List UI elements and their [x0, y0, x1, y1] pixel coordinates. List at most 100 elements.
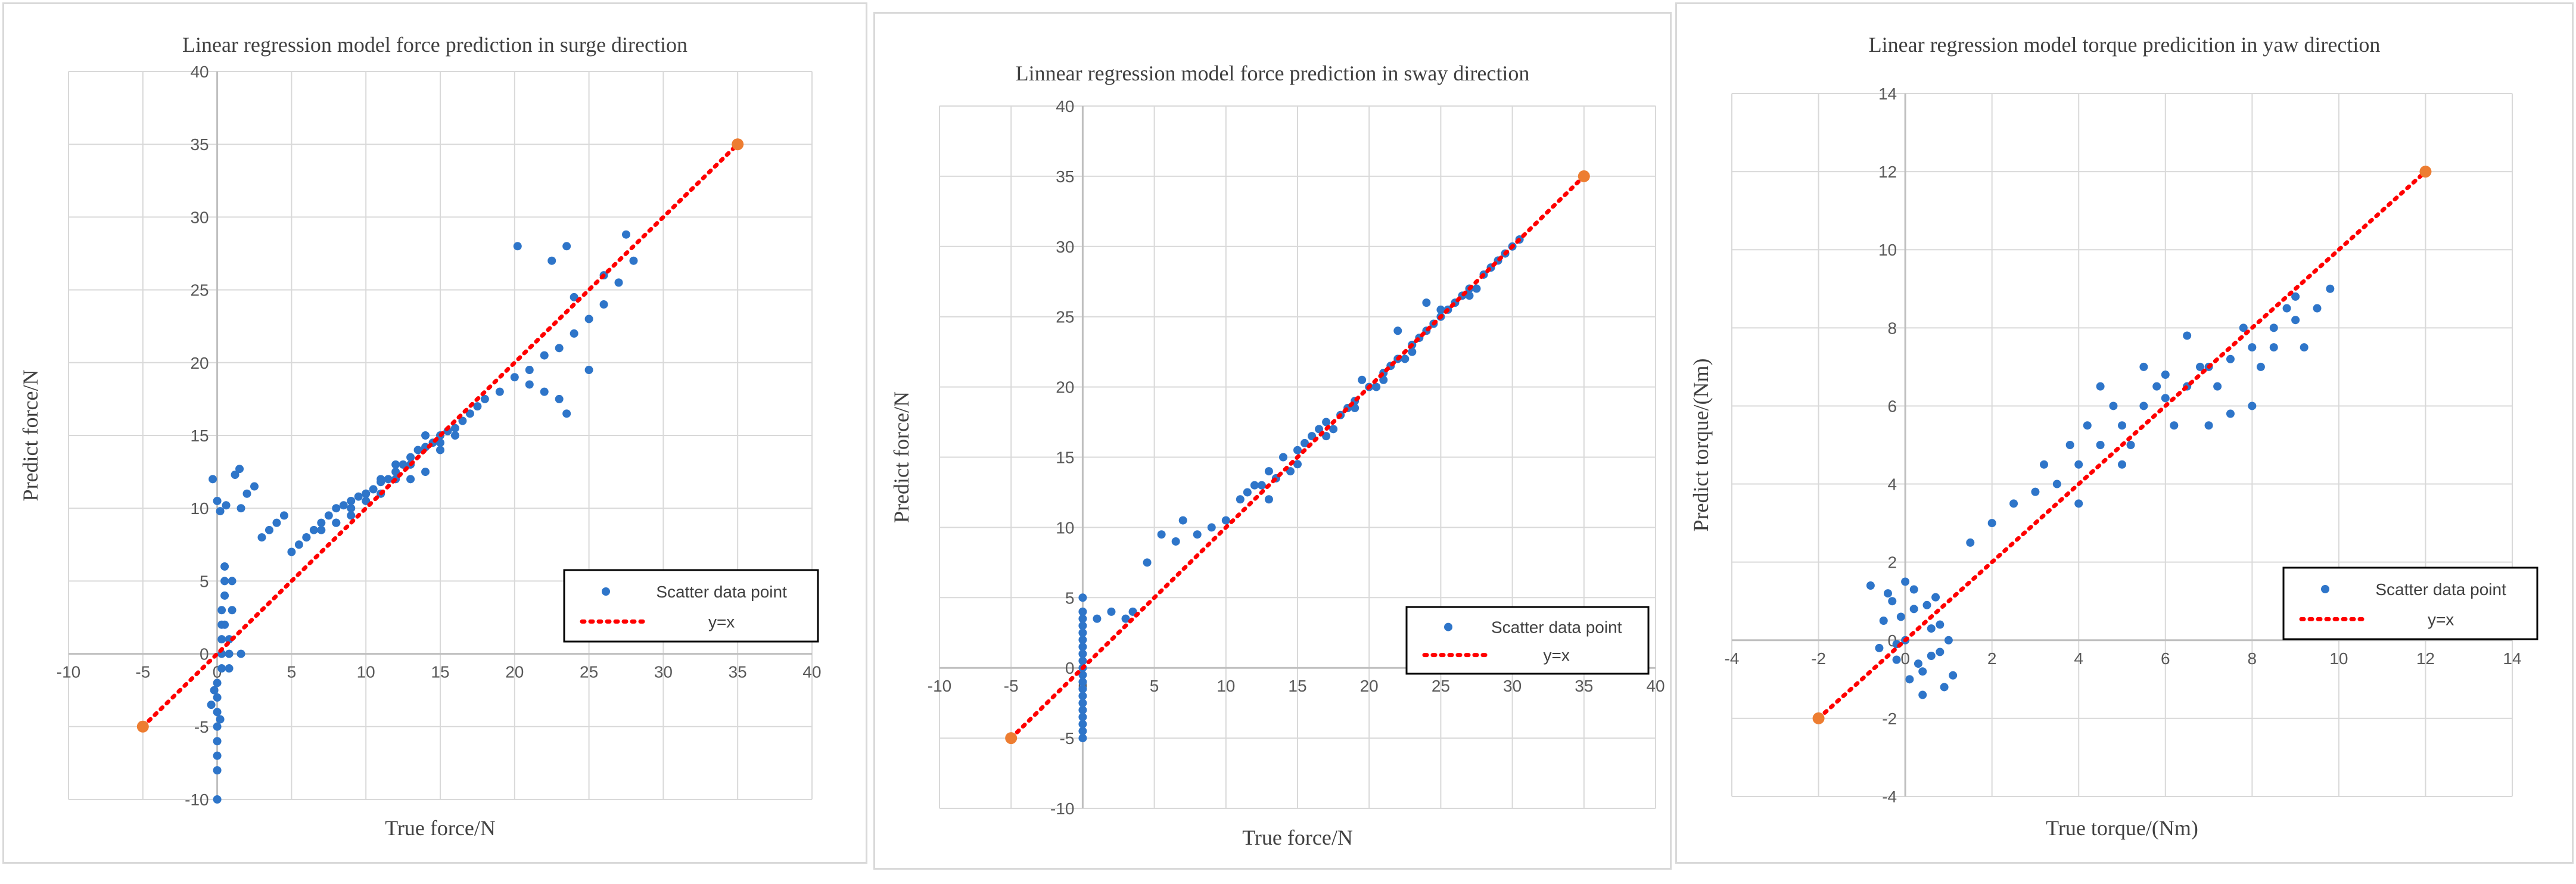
scatter-point [213, 693, 222, 702]
scatter-point [1107, 607, 1116, 616]
scatter-point [1243, 488, 1252, 497]
scatter-point [339, 501, 348, 510]
scatter-point [220, 620, 229, 629]
scatter-point [458, 416, 467, 425]
scatter-point [213, 751, 222, 760]
chart-title: Linnear regression model force predictio… [1016, 61, 1530, 85]
scatter-point [1875, 643, 1884, 652]
scatter-point [1078, 636, 1087, 645]
x-tick-label: 5 [287, 663, 297, 681]
scatter-point [629, 256, 638, 265]
x-tick-label: 6 [2161, 649, 2170, 668]
legend: Scatter data point y=x [1405, 606, 1650, 675]
x-tick-label: 20 [505, 663, 524, 681]
x-tick-label: -10 [57, 663, 80, 681]
scatter-point [354, 492, 363, 501]
scatter-point [332, 518, 341, 527]
scatter-point [2313, 304, 2322, 313]
scatter-point [216, 715, 225, 724]
scatter-point [1949, 671, 1958, 680]
scatter-point [1944, 636, 1953, 645]
x-tick-label: 35 [1575, 677, 1593, 695]
legend-box [1405, 606, 1650, 675]
scatter-point [1408, 347, 1417, 356]
scatter-point [1909, 585, 1918, 594]
scatter-point [562, 242, 571, 251]
identity-line-start-marker [1812, 712, 1825, 724]
scatter-point [547, 256, 556, 265]
scatter-point [450, 431, 459, 440]
y-tick-label: 4 [1888, 475, 1897, 494]
scatter-point [1221, 516, 1230, 525]
scatter-point [1927, 652, 1936, 660]
scatter-point [2269, 323, 2278, 332]
scatter-point [1436, 305, 1445, 314]
x-tick-label: -5 [1004, 677, 1019, 695]
scatter-point [1472, 284, 1481, 293]
scatter-point [2213, 382, 2222, 391]
scatter-point [231, 470, 239, 479]
scatter-point [2226, 409, 2235, 418]
scatter-point [362, 496, 371, 505]
x-tick-label: 10 [1217, 677, 1235, 695]
scatter-point [473, 402, 482, 411]
scatter-point [1905, 675, 1914, 684]
chart-panel-surge: Linear regression model force prediction… [2, 2, 867, 864]
scatter-point [2183, 331, 2192, 340]
legend-box [563, 569, 819, 643]
legend-marker-scatter [602, 587, 610, 596]
scatter-point [347, 511, 356, 520]
legend: Scatter data point y=x [2282, 566, 2538, 640]
scatter-point [2009, 499, 2018, 508]
x-tick-label: 25 [1432, 677, 1450, 695]
scatter-point [1078, 705, 1087, 714]
scatter-point [2248, 401, 2257, 410]
scatter-point [2161, 371, 2170, 379]
y-tick-label: 25 [190, 281, 209, 300]
scatter-point [584, 315, 593, 323]
scatter-point [1301, 438, 1309, 447]
scatter-point [287, 547, 296, 556]
scatter-point [228, 577, 237, 586]
chart-panel-sway: Linnear regression model force predictio… [873, 12, 1672, 870]
scatter-point [210, 686, 219, 695]
y-tick-label: 25 [1056, 308, 1074, 326]
y-tick-label: 12 [1878, 163, 1897, 181]
x-tick-label: 15 [431, 663, 449, 681]
scatter-point [540, 387, 549, 396]
scatter-point [362, 489, 371, 498]
scatter-point [2052, 480, 2061, 488]
scatter-point [1250, 481, 1259, 490]
scatter-point [1358, 375, 1367, 384]
x-axis-label: True torque/(Nm) [2046, 816, 2198, 840]
scatter-point [1401, 354, 1410, 363]
scatter-point [570, 292, 578, 301]
scatter-point [217, 606, 226, 615]
scatter-point [1171, 537, 1180, 546]
scatter-point [317, 525, 326, 534]
scatter-point [622, 230, 630, 239]
scatter-point [525, 380, 534, 389]
scatter-point [1078, 677, 1087, 686]
scatter-point [2248, 343, 2257, 352]
scatter-point [213, 722, 222, 731]
scatter-point [1078, 684, 1087, 693]
y-tick-label: 14 [1878, 85, 1897, 103]
scatter-point [555, 394, 564, 403]
scatter-point [2096, 382, 2105, 391]
scatter-point [391, 460, 400, 469]
chart-surge: Linear regression model force prediction… [18, 33, 822, 840]
scatter-point [242, 489, 251, 498]
scatter-point [1078, 656, 1087, 665]
scatter-point [2126, 441, 2135, 449]
identity-line [1009, 174, 1586, 740]
scatter-point [272, 518, 281, 527]
x-tick-label: 25 [580, 663, 598, 681]
y-tick-label: 30 [190, 208, 209, 226]
scatter-point [1422, 298, 1431, 307]
x-tick-label: 40 [802, 663, 821, 681]
scatter-point [2226, 354, 2235, 363]
x-tick-label: 8 [2248, 649, 2257, 668]
scatter-point [235, 465, 244, 474]
scatter-point [1293, 460, 1302, 469]
